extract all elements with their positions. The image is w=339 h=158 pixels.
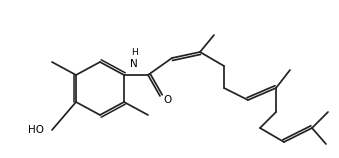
Text: N: N [130,59,138,69]
Text: H: H [131,48,137,57]
Text: HO: HO [28,125,44,135]
Text: O: O [164,95,172,105]
